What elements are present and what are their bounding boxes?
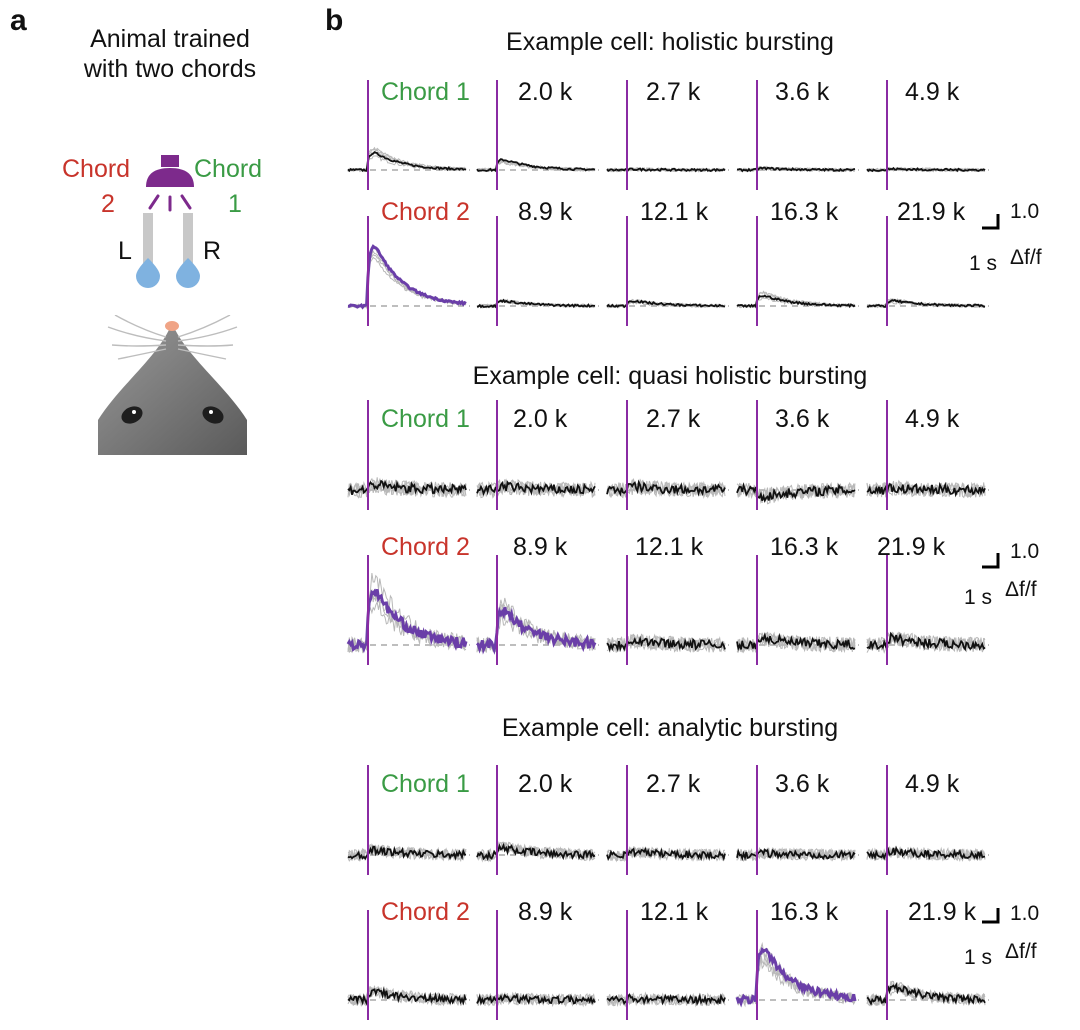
scale-bar bbox=[982, 214, 998, 228]
scale-bar bbox=[982, 908, 998, 922]
response-traces bbox=[0, 0, 1080, 1030]
response-trace bbox=[348, 246, 466, 307]
scale-bar bbox=[982, 553, 998, 567]
mean-trace bbox=[348, 152, 466, 171]
mean-trace bbox=[737, 296, 855, 307]
response-trace bbox=[737, 950, 855, 1003]
response-trace bbox=[348, 589, 466, 649]
